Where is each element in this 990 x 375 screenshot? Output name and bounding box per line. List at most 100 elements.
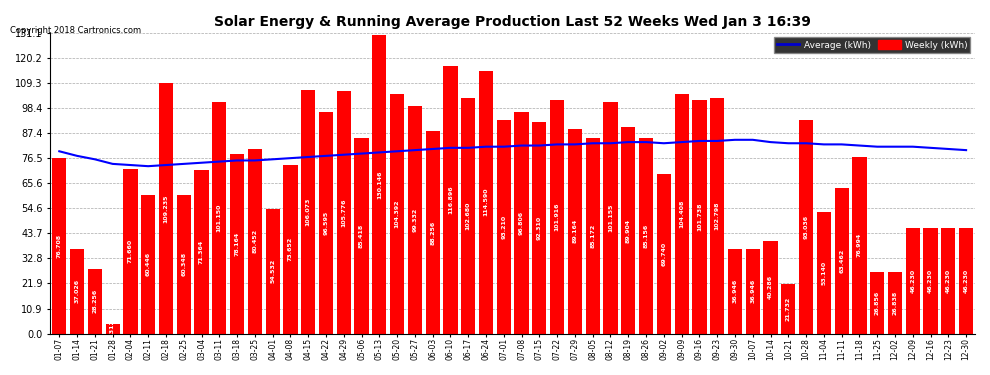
Text: 63.462: 63.462 <box>840 249 844 273</box>
Text: 80.452: 80.452 <box>252 229 257 254</box>
Bar <box>158 83 173 334</box>
Bar <box>194 170 209 334</box>
Bar <box>444 66 457 334</box>
Bar <box>124 169 138 334</box>
Text: 46.230: 46.230 <box>945 268 950 292</box>
Text: 54.532: 54.532 <box>270 259 275 283</box>
Text: 69.740: 69.740 <box>661 242 666 266</box>
Text: 85.156: 85.156 <box>644 224 648 248</box>
Bar <box>852 157 866 334</box>
Text: 88.256: 88.256 <box>431 220 436 245</box>
Text: 76.994: 76.994 <box>857 233 862 257</box>
Bar <box>248 149 262 334</box>
Bar <box>710 98 725 334</box>
Bar <box>70 249 84 334</box>
Bar <box>817 212 831 334</box>
Text: 101.150: 101.150 <box>217 203 222 232</box>
Bar <box>763 241 777 334</box>
Text: Copyright 2018 Cartronics.com: Copyright 2018 Cartronics.com <box>10 26 141 35</box>
Text: 102.680: 102.680 <box>465 202 470 230</box>
Bar <box>745 249 760 334</box>
Bar <box>941 228 955 334</box>
Text: 89.904: 89.904 <box>626 218 631 243</box>
Bar <box>497 120 511 334</box>
Text: 46.230: 46.230 <box>963 268 968 292</box>
Bar <box>959 228 973 334</box>
Bar <box>639 138 653 334</box>
Bar <box>337 91 350 334</box>
Bar <box>354 138 368 334</box>
Bar <box>906 228 920 334</box>
Bar <box>230 154 245 334</box>
Text: 102.798: 102.798 <box>715 201 720 230</box>
Text: 26.856: 26.856 <box>875 291 880 315</box>
Text: 37.026: 37.026 <box>74 279 79 303</box>
Bar <box>603 102 618 334</box>
Text: 109.235: 109.235 <box>163 194 168 223</box>
Bar <box>728 249 742 334</box>
Text: 105.776: 105.776 <box>342 198 346 226</box>
Bar <box>176 195 191 334</box>
Text: 101.916: 101.916 <box>554 202 559 231</box>
Text: 53.140: 53.140 <box>822 261 827 285</box>
Text: 130.146: 130.146 <box>377 170 382 199</box>
Bar <box>372 35 386 334</box>
Text: 104.392: 104.392 <box>395 200 400 228</box>
Text: 96.806: 96.806 <box>519 210 524 235</box>
Bar <box>141 195 155 334</box>
Bar <box>426 131 440 334</box>
Text: 99.332: 99.332 <box>413 208 418 232</box>
Text: 85.418: 85.418 <box>359 224 364 248</box>
Text: 93.036: 93.036 <box>804 215 809 239</box>
Bar <box>515 112 529 334</box>
Bar <box>301 90 316 334</box>
Bar <box>283 165 298 334</box>
Title: Solar Energy & Running Average Production Last 52 Weeks Wed Jan 3 16:39: Solar Energy & Running Average Productio… <box>214 15 811 29</box>
Bar <box>319 112 333 334</box>
Bar <box>586 138 600 334</box>
Text: 89.164: 89.164 <box>572 219 577 243</box>
Text: 114.590: 114.590 <box>483 188 488 216</box>
Text: 4.312: 4.312 <box>110 319 115 339</box>
Text: 46.230: 46.230 <box>910 268 916 292</box>
Bar <box>781 284 795 334</box>
Bar <box>479 71 493 334</box>
Text: 116.896: 116.896 <box>447 185 453 214</box>
Bar <box>265 209 280 334</box>
Bar <box>924 228 938 334</box>
Bar <box>674 94 689 334</box>
Text: 101.155: 101.155 <box>608 203 613 232</box>
Text: 36.946: 36.946 <box>733 279 738 303</box>
Bar <box>835 188 848 334</box>
Text: 85.172: 85.172 <box>590 224 595 248</box>
Text: 36.946: 36.946 <box>750 279 755 303</box>
Text: 78.164: 78.164 <box>235 232 240 256</box>
Text: 28.256: 28.256 <box>92 289 97 313</box>
Text: 71.364: 71.364 <box>199 240 204 264</box>
Bar <box>870 272 884 334</box>
Bar <box>888 272 902 334</box>
Text: 92.310: 92.310 <box>537 216 542 240</box>
Text: 46.230: 46.230 <box>928 268 933 292</box>
Text: 106.073: 106.073 <box>306 198 311 226</box>
Text: 76.708: 76.708 <box>56 234 61 258</box>
Bar <box>550 100 564 334</box>
Bar <box>106 324 120 334</box>
Bar <box>533 122 546 334</box>
Bar <box>568 129 582 334</box>
Bar <box>621 128 636 334</box>
Text: 73.652: 73.652 <box>288 237 293 261</box>
Text: 21.732: 21.732 <box>786 297 791 321</box>
Text: 96.595: 96.595 <box>324 211 329 235</box>
Bar <box>692 100 707 334</box>
Text: 104.408: 104.408 <box>679 200 684 228</box>
Bar <box>656 174 671 334</box>
Bar <box>212 102 227 334</box>
Text: 71.660: 71.660 <box>128 239 133 264</box>
Bar <box>52 158 66 334</box>
Bar <box>88 269 102 334</box>
Bar <box>408 106 422 334</box>
Text: 60.446: 60.446 <box>146 252 150 276</box>
Text: 40.286: 40.286 <box>768 275 773 300</box>
Bar <box>461 98 475 334</box>
